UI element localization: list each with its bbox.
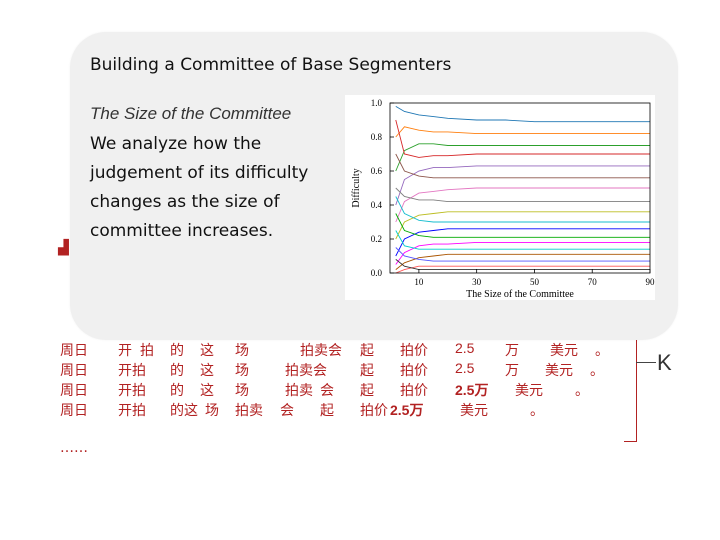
- series-line: [395, 265, 650, 274]
- series-line: [395, 230, 650, 250]
- bracket-tick: [636, 362, 656, 363]
- segment-token: 拍价: [400, 383, 428, 399]
- segment-token: 开: [118, 343, 132, 359]
- segment-token: 周日: [60, 403, 88, 419]
- segment-token: 2.5: [455, 340, 475, 356]
- segment-token: 这: [200, 363, 214, 379]
- popup-body-line: changes as the size of: [90, 192, 280, 212]
- segment-token: 周日: [60, 383, 88, 399]
- segment-token: 开拍: [118, 363, 146, 379]
- popup-body-line: judgement of its difficulty: [90, 163, 309, 183]
- y-tick-label: 0.6: [371, 166, 383, 176]
- segment-token: 美元: [460, 403, 488, 419]
- segment-token: 拍卖: [235, 403, 263, 419]
- segment-token: 美元: [515, 383, 543, 399]
- popup-body-line: committee increases.: [90, 221, 274, 241]
- segment-token: 美元: [550, 343, 578, 359]
- segment-token: 这: [200, 343, 214, 359]
- segment-token: 会: [280, 403, 294, 419]
- segment-token: 拍价: [400, 343, 428, 359]
- series-line: [395, 126, 650, 138]
- popup-subtitle: The Size of the Committee: [90, 104, 292, 123]
- segment-token: 。: [595, 343, 609, 359]
- segment-token: 场: [235, 383, 249, 399]
- series-line: [395, 187, 650, 203]
- segment-token: 万: [505, 343, 519, 359]
- segment-token: 起: [360, 383, 374, 399]
- series-line: [395, 259, 650, 271]
- segment-token: 。: [530, 403, 544, 419]
- x-tick-label: 50: [530, 277, 540, 287]
- segment-token: 2.5万: [455, 382, 489, 398]
- series-line: [395, 143, 650, 172]
- partial-glyph: ▟: [58, 240, 69, 256]
- y-tick-label: 0.2: [371, 234, 382, 244]
- series-line: [395, 119, 650, 158]
- chart-frame: [389, 102, 651, 274]
- x-axis-label: The Size of the Committee: [466, 289, 574, 300]
- chart-axes: 0.0 0.2 0.4 0.6 0.8 1.0 10 30 50 70 90 The Size of …: [351, 98, 655, 300]
- segment-token: 开拍: [118, 403, 146, 419]
- difficulty-chart: 0.0 0.2 0.4 0.6 0.8 1.0 10 30 50 70 90 The Size of …: [345, 95, 655, 300]
- segment-token: 拍卖会: [285, 363, 327, 379]
- segment-token: 拍: [140, 343, 154, 359]
- y-tick-label: 0.4: [371, 200, 383, 210]
- y-axis-label: Difficulty: [351, 168, 362, 207]
- segment-token: 万: [505, 363, 519, 379]
- segment-token: 起: [360, 363, 374, 379]
- segment-token: 周日: [60, 363, 88, 379]
- segment-token: 会: [320, 383, 334, 399]
- series-line: [395, 196, 650, 223]
- series-line: [395, 165, 650, 206]
- series-line: [395, 211, 650, 240]
- segment-token: 起: [320, 403, 334, 419]
- series-line: [395, 247, 650, 262]
- segment-token: 的: [170, 383, 184, 399]
- segment-token: 起: [360, 343, 374, 359]
- segment-token: 拍卖: [285, 383, 313, 399]
- series-line: [395, 213, 650, 238]
- segment-token: 的: [170, 363, 184, 379]
- popup-body-line: We analyze how the: [90, 134, 262, 154]
- series-line: [395, 187, 650, 223]
- series-line: [395, 228, 650, 257]
- segment-token: 场: [205, 403, 219, 419]
- segment-token: 2.5: [455, 360, 475, 376]
- x-tick-label: 90: [646, 277, 656, 287]
- segment-token: 场: [235, 343, 249, 359]
- y-tick-label: 0.8: [371, 132, 383, 142]
- x-tick-label: 70: [588, 277, 598, 287]
- segment-token: 拍卖会: [300, 343, 342, 359]
- segment-token: 场: [235, 363, 249, 379]
- segment-token: 2.5万: [390, 402, 424, 418]
- segment-token: 开拍: [118, 383, 146, 399]
- segment-token: 这: [200, 383, 214, 399]
- segment-token: 的: [170, 343, 184, 359]
- popup-title: Building a Committee of Base Segmenters: [90, 55, 452, 75]
- segment-token: 周日: [60, 343, 88, 359]
- segment-token: 。: [575, 383, 589, 399]
- series-line: [395, 153, 650, 179]
- segment-token: 。: [590, 363, 604, 379]
- chart-plot-area: [395, 106, 650, 274]
- segment-token: 拍价: [360, 403, 388, 419]
- series-line: [395, 241, 650, 265]
- y-tick-label: 1.0: [371, 98, 383, 108]
- segment-token: 拍价: [400, 363, 428, 379]
- x-tick-label: 10: [414, 277, 424, 287]
- k-label: K: [657, 350, 672, 375]
- series-line: [395, 106, 650, 123]
- segment-token: 的这: [170, 403, 198, 419]
- popup-body: We analyze how the judgement of its diff…: [90, 130, 350, 246]
- y-tick-label: 0.0: [371, 268, 383, 278]
- segment-token: 美元: [545, 363, 573, 379]
- x-tick-label: 30: [472, 277, 482, 287]
- ellipsis: ……: [60, 440, 88, 456]
